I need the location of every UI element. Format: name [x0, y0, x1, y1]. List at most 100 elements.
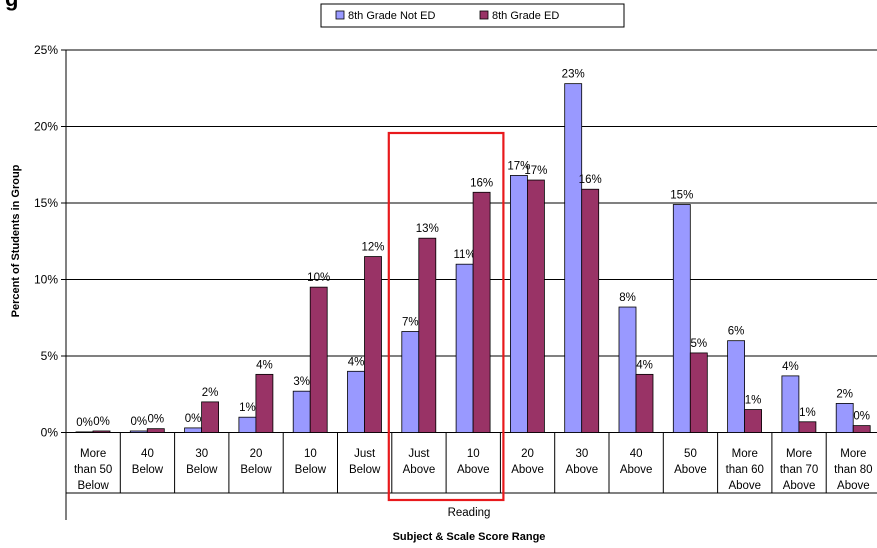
bar-ed — [472, 191, 491, 433]
x-tick-label: 20 — [521, 448, 534, 460]
x-tick-label: 40 — [630, 448, 643, 460]
data-label: 4% — [348, 356, 365, 368]
data-label: 1% — [799, 407, 816, 419]
y-tick-label: 5% — [41, 349, 59, 363]
bar-not-ed — [129, 430, 148, 433]
y-tick-label: 10% — [34, 273, 58, 287]
bar-ed — [92, 430, 111, 433]
data-label: 4% — [636, 359, 653, 371]
bar-ed — [689, 352, 708, 433]
data-label: 2% — [202, 387, 219, 399]
x-tick-label: 30 — [575, 448, 588, 460]
x-tick-label: Below — [77, 480, 109, 492]
x-tick-label: 40 — [141, 448, 154, 460]
bar-not-ed — [292, 390, 311, 433]
y-tick-label: 15% — [34, 196, 58, 210]
data-label: 0% — [147, 414, 164, 426]
bar-not-ed — [347, 370, 365, 433]
bar-not-ed — [75, 431, 94, 433]
x-tick-label: Just — [408, 448, 430, 460]
x-tick-label: 10 — [467, 448, 480, 460]
x-tick-label: Below — [186, 464, 218, 476]
x-tick-label: Above — [403, 464, 436, 476]
bar-not-ed — [672, 204, 691, 433]
bar-ed — [744, 409, 762, 433]
bar-ed — [364, 256, 382, 433]
bar-ed — [581, 188, 600, 433]
x-tick-label: More — [732, 448, 758, 460]
legend-label: 8th Grade Not ED — [348, 10, 435, 22]
y-tick-label: 20% — [34, 120, 58, 134]
x-tick-label: Above — [620, 464, 653, 476]
bar-not-ed — [184, 427, 203, 433]
data-label: 17% — [524, 165, 547, 177]
x-tick-label: Above — [511, 464, 544, 476]
data-label: 0% — [93, 416, 110, 428]
bar-ed — [852, 425, 871, 433]
bar-ed — [201, 401, 220, 433]
x-tick-label: Above — [783, 480, 816, 492]
bar-not-ed — [455, 263, 474, 433]
data-label: 12% — [361, 242, 384, 254]
bar-not-ed — [727, 340, 745, 433]
data-label: 23% — [562, 69, 585, 81]
y-tick-label: 25% — [34, 43, 58, 57]
data-label: 4% — [256, 359, 273, 371]
x-tick-label: Below — [295, 464, 327, 476]
data-label: 7% — [402, 317, 419, 329]
bar-not-ed — [835, 403, 854, 433]
bar-not-ed — [509, 175, 528, 433]
x-tick-label: Above — [566, 464, 599, 476]
bar-ed — [146, 428, 165, 433]
bar-not-ed — [781, 375, 800, 433]
data-label: 16% — [579, 174, 602, 186]
x-tick-label: Above — [457, 464, 490, 476]
data-label: 10% — [307, 272, 330, 284]
x-tick-label: Below — [132, 464, 164, 476]
data-label: 1% — [745, 395, 762, 407]
x-tick-label: 20 — [250, 448, 263, 460]
x-tick-label: Below — [349, 464, 381, 476]
x-tick-label: than 50 — [74, 464, 112, 476]
x-tick-label: 50 — [684, 448, 697, 460]
bar-not-ed — [618, 306, 637, 433]
x-tick-label: Above — [728, 480, 761, 492]
bar-ed — [635, 373, 654, 433]
x-tick-label: More — [786, 448, 812, 460]
x-tick-label: Just — [354, 448, 376, 460]
x-tick-label: 10 — [304, 448, 317, 460]
legend-swatch — [335, 10, 345, 20]
x-tick-label: Above — [837, 480, 870, 492]
legend-swatch — [479, 10, 489, 20]
bar-not-ed — [401, 331, 420, 433]
data-label: 5% — [690, 338, 707, 350]
bar-not-ed — [238, 416, 257, 433]
chart-title-fragment: g — [5, 0, 18, 12]
bar-ed — [798, 421, 817, 433]
bar-not-ed — [564, 83, 583, 433]
bar-ed — [418, 237, 437, 433]
data-label: 11% — [454, 249, 476, 261]
x-tick-label: 30 — [195, 448, 208, 460]
legend — [320, 3, 625, 28]
x-tick-label: More — [80, 448, 106, 460]
data-label: 2% — [836, 388, 853, 400]
bar-ed — [309, 286, 328, 433]
data-label: 13% — [416, 223, 439, 235]
y-axis-title: Percent of Students in Group — [10, 164, 22, 317]
x-axis-title: Subject & Scale Score Range — [393, 531, 546, 543]
legend-label: 8th Grade ED — [492, 10, 559, 22]
x-tick-label: More — [840, 448, 866, 460]
data-label: 0% — [185, 413, 202, 425]
x-tick-label: than 80 — [834, 464, 872, 476]
data-label: 6% — [728, 326, 745, 338]
data-label: 4% — [782, 361, 799, 373]
x-tick-label: than 60 — [726, 464, 764, 476]
data-label: 0% — [853, 411, 870, 423]
x-tick-label: Above — [674, 464, 707, 476]
data-label: 15% — [670, 190, 693, 202]
y-tick-label: 0% — [41, 426, 59, 440]
data-label: 3% — [293, 376, 310, 388]
group-label: Reading — [448, 507, 491, 519]
